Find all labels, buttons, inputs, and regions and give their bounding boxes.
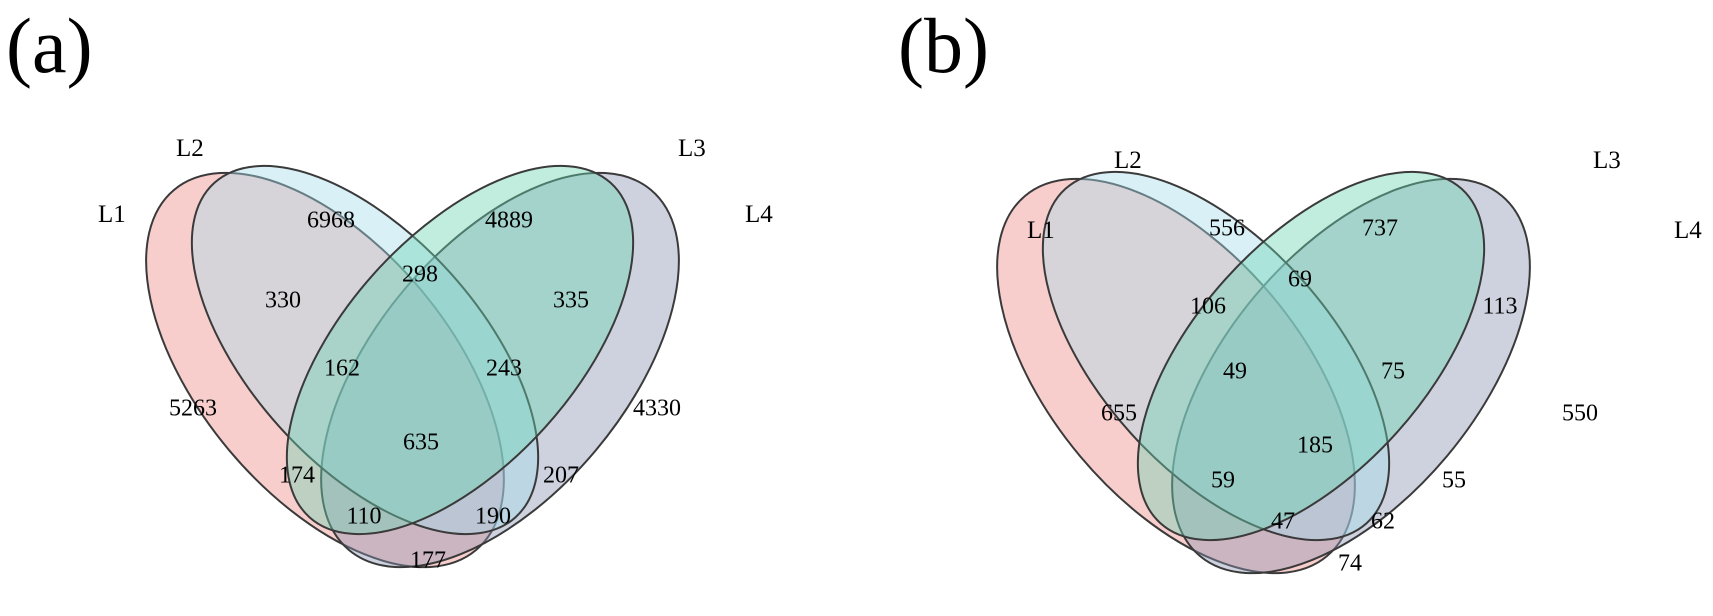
count-L2-only: 6968 [307, 208, 355, 234]
count-L1-L2-L4: 190 [475, 504, 511, 530]
panel-label-b: (b) [898, 2, 989, 89]
count-L1-L3-L4: 110 [346, 504, 381, 530]
ellipse-L3 [285, 164, 635, 536]
ellipse-L1 [996, 177, 1356, 575]
count-L1-L3: 174 [279, 463, 315, 489]
ellipse-L2 [1041, 170, 1391, 542]
count-L4-only: 550 [1562, 401, 1598, 427]
count-L2-L3: 298 [402, 262, 438, 288]
set-label-L4: L4 [745, 201, 773, 228]
count-L1-L2: 106 [1190, 294, 1226, 320]
count-L2-L3-L4: 243 [486, 356, 522, 382]
ellipse-L4 [320, 171, 680, 569]
venn-panel-a: (a) L1 L2 L3 L4 6968 4889 298 330 335 16… [6, 2, 773, 574]
count-L3-only: 4889 [485, 208, 533, 234]
count-L2-only: 556 [1209, 216, 1245, 242]
set-label-L1: L1 [98, 201, 126, 228]
count-L1-only: 655 [1101, 401, 1137, 427]
count-L1-only: 5263 [169, 396, 217, 422]
venn-panel-b: (b) L1 L2 L3 L4 556 737 69 106 113 49 75… [898, 2, 1702, 577]
set-label-L2: L2 [176, 135, 204, 162]
set-label-L1: L1 [1027, 217, 1055, 244]
count-L1-L2-L3: 49 [1223, 359, 1247, 385]
set-label-L3: L3 [678, 135, 706, 162]
set-label-L2: L2 [1114, 147, 1142, 174]
count-L1-L4: 177 [410, 548, 446, 574]
count-L3-only: 737 [1362, 216, 1398, 242]
count-L2-L4: 55 [1442, 468, 1466, 494]
ellipse-L1 [145, 171, 505, 569]
count-L2-L3-L4: 75 [1381, 359, 1405, 385]
count-L4-only: 4330 [633, 396, 681, 422]
ellipse-L2 [190, 164, 540, 536]
count-L1-L3-L4: 47 [1271, 509, 1295, 535]
count-L2-L3: 69 [1288, 267, 1312, 293]
count-L1-L2-L3-L4: 185 [1297, 433, 1333, 459]
count-L2-L4: 207 [543, 463, 579, 489]
set-label-L3: L3 [1593, 147, 1621, 174]
count-L1-L2: 330 [265, 288, 301, 314]
count-L1-L2-L4: 62 [1371, 509, 1395, 535]
ellipse-L4 [1171, 177, 1531, 575]
count-L1-L3: 59 [1211, 468, 1235, 494]
count-L1-L2-L3-L4: 635 [403, 430, 439, 456]
count-L1-L4: 74 [1338, 551, 1362, 577]
panel-label-a: (a) [6, 2, 93, 89]
count-L3-L4: 113 [1482, 294, 1517, 320]
count-L3-L4: 335 [553, 288, 589, 314]
count-L1-L2-L3: 162 [324, 356, 360, 382]
set-label-L4: L4 [1674, 217, 1702, 244]
ellipse-L3 [1136, 170, 1486, 542]
